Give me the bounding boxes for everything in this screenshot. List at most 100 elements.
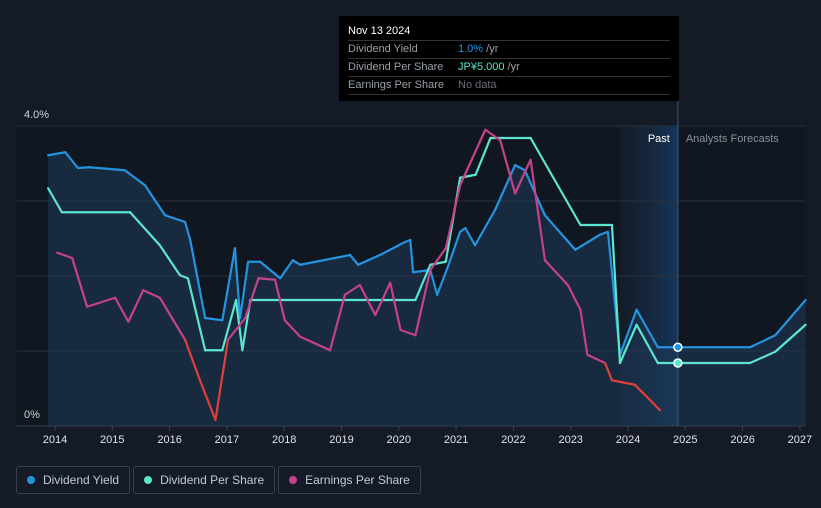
series-segment-earnings-per-share: [603, 361, 614, 382]
series-segment-dividend-yield: [221, 247, 237, 322]
series-segment-earnings-per-share: [399, 328, 417, 337]
series-segment-dividend-per-share: [610, 223, 622, 365]
series-segment-dividend-yield: [189, 238, 207, 320]
series-segment-dividend-per-share: [429, 260, 447, 266]
series-segment-dividend-yield: [473, 208, 497, 247]
tooltip: Nov 13 2024 Dividend Yield 1.0% /yr Divid…: [339, 16, 679, 101]
series-segment-earnings-per-share: [244, 277, 260, 320]
past-label: Past: [648, 133, 670, 145]
x-tick-label: 2027: [788, 434, 812, 446]
series-segment-dividend-yield: [774, 298, 807, 337]
series-segment-dividend-yield: [429, 268, 439, 296]
series-segment-dividend-yield: [183, 220, 192, 242]
series-segment-earnings-per-share: [499, 139, 517, 195]
series-segment-dividend-yield: [348, 253, 360, 266]
hover-marker: [673, 358, 683, 368]
series-segment-earnings-per-share: [299, 335, 332, 352]
series-segment-dividend-yield: [635, 308, 659, 349]
series-segment-earnings-per-share: [214, 338, 230, 422]
series-segment-earnings-per-share: [226, 316, 247, 341]
series-segment-dividend-yield: [76, 166, 91, 170]
legend-dot-icon: [27, 476, 35, 484]
series-segment-earnings-per-share: [114, 296, 130, 323]
series-segment-dividend-yield: [409, 238, 415, 274]
y-tick-label: 0%: [24, 409, 40, 421]
series-segment-earnings-per-share: [414, 268, 432, 337]
series-segment-earnings-per-share: [374, 281, 392, 317]
forecast-label: Analysts Forecasts: [686, 133, 779, 145]
x-tick-label: 2014: [43, 434, 67, 446]
series-segment-dividend-per-share: [186, 277, 207, 352]
x-tick-label: 2023: [558, 434, 582, 446]
x-tick-label: 2026: [730, 434, 754, 446]
series-segment-dividend-yield: [543, 214, 577, 251]
series-segment-dividend-yield: [378, 241, 406, 257]
series-segment-dividend-yield: [233, 247, 242, 320]
series-segment-dividend-yield: [143, 184, 167, 217]
x-tick-label: 2017: [215, 434, 239, 446]
series-segment-dividend-per-share: [618, 323, 638, 365]
series-segment-dividend-yield: [88, 166, 127, 172]
series-segment-dividend-per-share: [158, 244, 182, 277]
series-segment-earnings-per-share: [429, 247, 447, 272]
series-segment-earnings-per-share: [543, 259, 569, 287]
series-segment-dividend-yield: [299, 253, 352, 266]
legend-dot-icon: [144, 476, 153, 484]
tooltip-row-dps: Dividend Per Share JP¥5.000 /yr: [348, 59, 670, 77]
series-segment-dividend-per-share: [774, 323, 807, 353]
series-segment-dividend-per-share: [474, 136, 492, 176]
series-segment-earnings-per-share: [142, 289, 161, 299]
series-segment-dividend-yield: [514, 163, 526, 172]
series-segment-earnings-per-share: [529, 158, 547, 262]
series-segment-earnings-per-share: [198, 379, 217, 422]
series-segment-dividend-per-share: [529, 136, 582, 227]
series-segment-earnings-per-share: [586, 353, 607, 365]
series-segment-dividend-per-share: [414, 263, 432, 302]
x-tick-label: 2021: [444, 434, 468, 446]
chart: 4.0% 0% 2014 2015 2016 2017 2018 2019 2020 2021 20…: [17, 101, 812, 446]
legend: Dividend Yield Dividend Per Share Earnin…: [16, 466, 421, 494]
series-segment-dividend-yield: [464, 226, 477, 247]
x-tick-label: 2022: [501, 434, 525, 446]
series-segment-dividend-yield: [748, 334, 777, 349]
series-segment-earnings-per-share: [158, 296, 187, 341]
legend-dividend-yield[interactable]: Dividend Yield: [16, 466, 131, 494]
x-tick-label: 2019: [329, 434, 353, 446]
series-segment-earnings-per-share: [358, 283, 377, 317]
x-tick-label: 2025: [673, 434, 697, 446]
series-segment-earnings-per-share: [610, 379, 636, 386]
series-segment-dividend-per-share: [635, 323, 659, 365]
series-segment-earnings-per-share: [283, 319, 302, 338]
series-segment-dividend-yield: [493, 163, 517, 212]
series-segment-dividend-yield: [357, 253, 381, 266]
x-tick-label: 2015: [100, 434, 124, 446]
hover-marker: [673, 342, 683, 352]
series-segment-earnings-per-share: [444, 184, 462, 250]
series-segment-earnings-per-share: [343, 283, 361, 296]
series-segment-earnings-per-share: [56, 251, 74, 260]
series-segment-dividend-yield: [574, 233, 602, 251]
series-segment-dividend-yield: [279, 259, 294, 280]
series-segment-earnings-per-share: [85, 296, 117, 308]
series-segment-earnings-per-share: [273, 278, 286, 322]
legend-dividend-per-share[interactable]: Dividend Per Share: [133, 466, 276, 494]
series-segment-earnings-per-share: [328, 293, 347, 352]
series-segment-dividend-yield: [238, 260, 250, 320]
legend-earnings-per-share[interactable]: Earnings Per Share: [278, 466, 421, 494]
series-segment-earnings-per-share: [514, 158, 532, 195]
series-segment-dividend-per-share: [47, 187, 63, 214]
series-segment-dividend-yield: [618, 308, 638, 356]
series-segment-earnings-per-share: [579, 308, 589, 356]
series-segment-earnings-per-share: [459, 128, 487, 187]
tooltip-row-eps: Earnings Per Share No data: [348, 77, 670, 95]
tooltip-row-yield: Dividend Yield 1.0% /yr: [348, 41, 670, 59]
series-segment-dividend-yield: [259, 260, 282, 280]
series-segment-earnings-per-share: [633, 383, 662, 412]
series-segment-dividend-per-share: [748, 350, 777, 365]
series-segment-dividend-per-share: [221, 298, 238, 352]
x-tick-label: 2020: [387, 434, 411, 446]
series-segment-dividend-yield: [446, 230, 462, 269]
series-segment-earnings-per-share: [566, 283, 582, 311]
series-segment-dividend-yield: [163, 214, 187, 224]
legend-dot-icon: [289, 476, 298, 484]
